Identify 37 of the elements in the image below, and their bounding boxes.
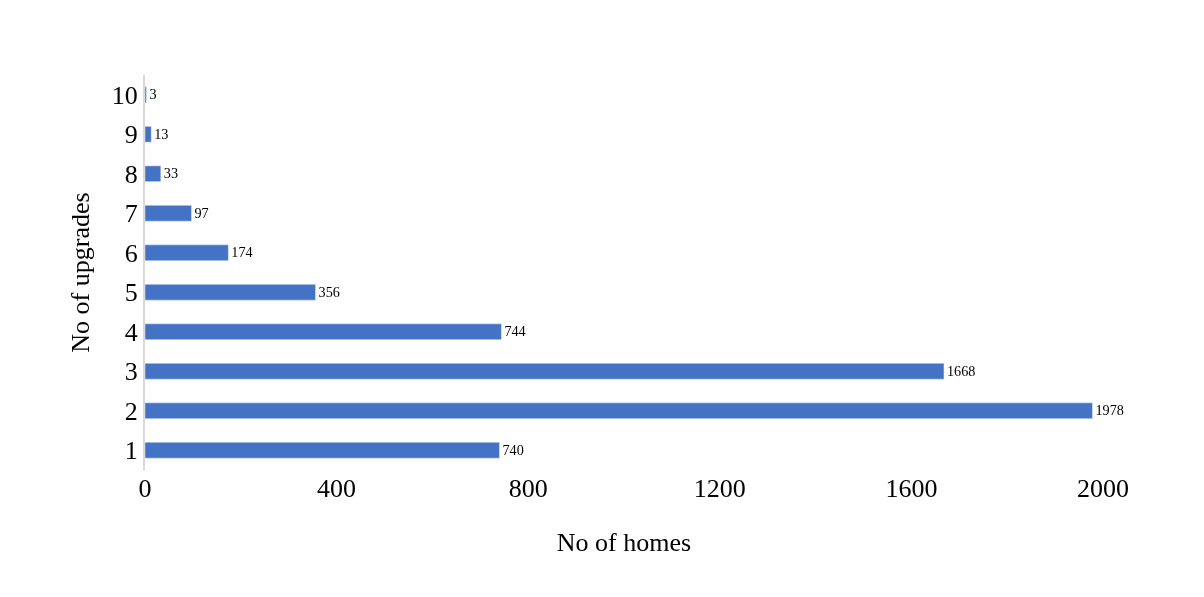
y-tick-label: 4 xyxy=(124,317,138,347)
y-tick-label: 9 xyxy=(124,120,138,150)
data-label: 33 xyxy=(163,165,179,182)
data-label: 3 xyxy=(149,86,157,103)
bar xyxy=(145,205,192,222)
data-label: 744 xyxy=(504,323,526,340)
data-label: 174 xyxy=(231,244,253,261)
y-tick-label: 8 xyxy=(124,159,138,189)
data-label: 1978 xyxy=(1095,402,1124,419)
y-tick-label: 2 xyxy=(124,396,138,426)
bar xyxy=(145,363,945,380)
bar xyxy=(145,165,162,182)
y-tick-label: 6 xyxy=(124,238,138,268)
y-tick-label: 3 xyxy=(124,357,138,387)
x-axis-title: No of homes xyxy=(556,527,692,557)
data-label: 97 xyxy=(194,204,209,221)
x-tick-label: 1200 xyxy=(693,474,746,503)
x-tick-label: 0 xyxy=(138,474,152,503)
data-label: 740 xyxy=(502,441,524,458)
bar xyxy=(145,284,316,301)
x-tick-label: 1600 xyxy=(885,474,938,503)
data-label: 356 xyxy=(318,283,340,300)
bar xyxy=(145,442,500,459)
y-tick-label: 10 xyxy=(111,80,138,110)
bar xyxy=(145,244,229,261)
bar xyxy=(145,323,502,340)
x-tick-label: 400 xyxy=(317,474,357,503)
bar xyxy=(145,402,1093,419)
y-tick-label: 7 xyxy=(124,199,138,229)
data-label: 13 xyxy=(154,125,169,142)
x-tick-label: 2000 xyxy=(1077,474,1129,503)
data-label: 1668 xyxy=(946,362,976,379)
y-axis-title: No of upgrades xyxy=(65,192,95,353)
y-tick-label: 1 xyxy=(124,436,138,466)
bar xyxy=(145,126,152,143)
y-tick-label: 5 xyxy=(124,278,138,308)
x-tick-label: 800 xyxy=(508,474,548,503)
